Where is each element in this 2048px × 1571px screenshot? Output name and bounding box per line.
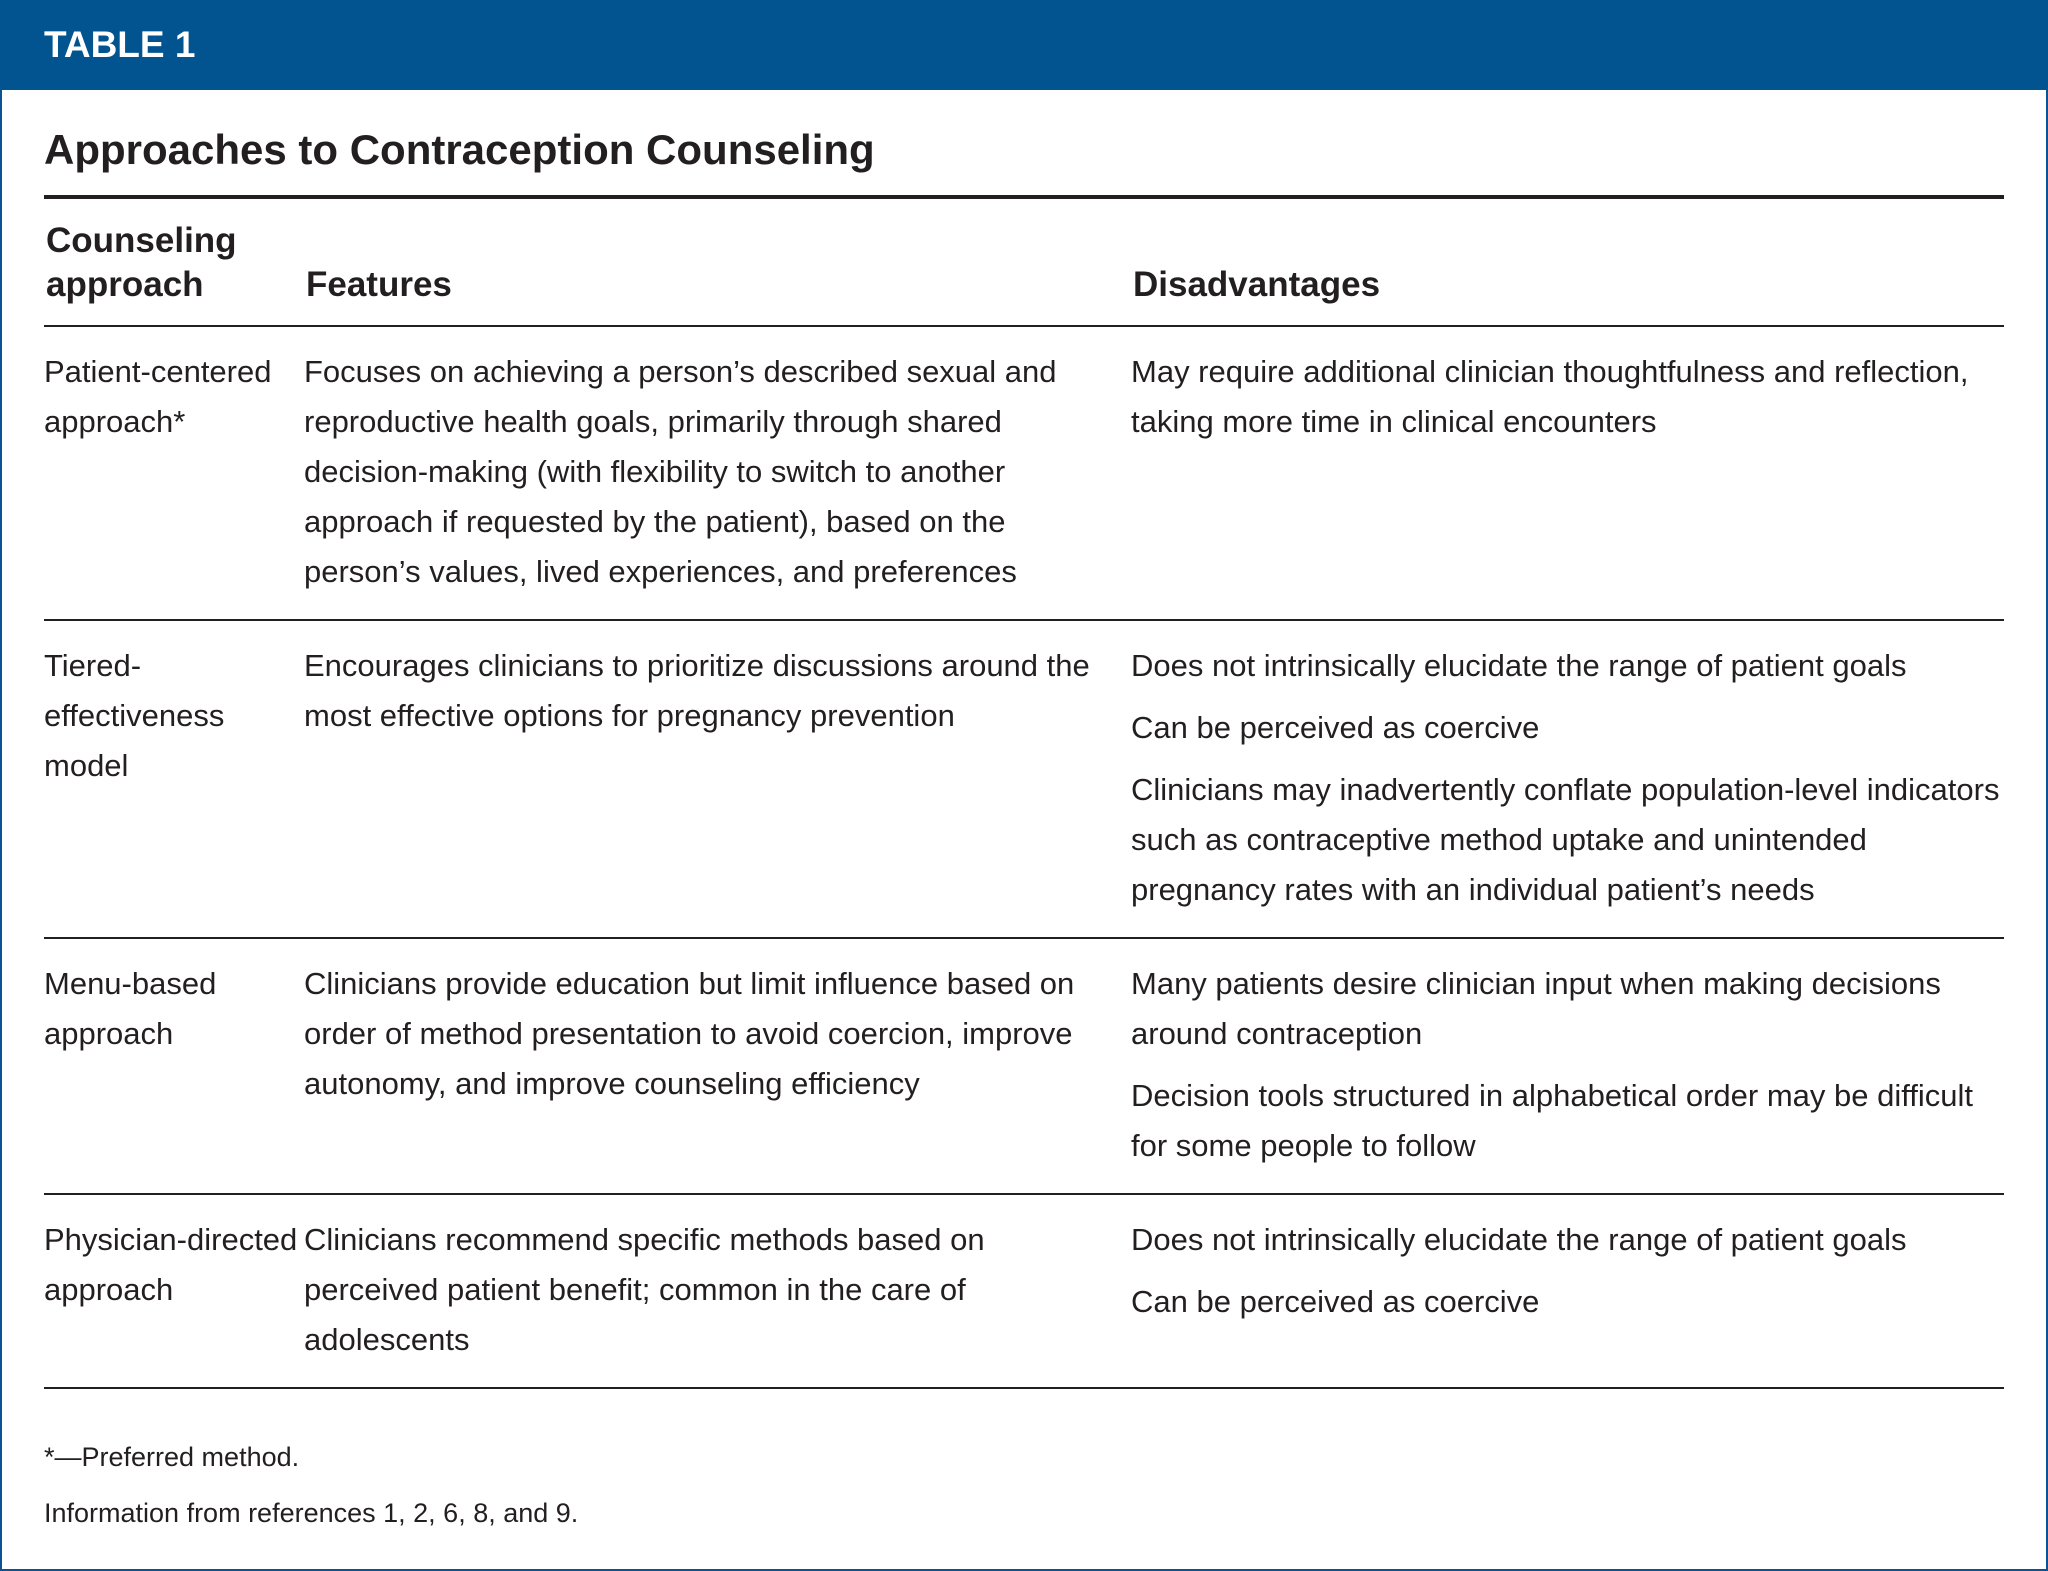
table-row: Menu-based approach Clinicians provide ed… bbox=[44, 938, 2004, 1195]
source-note: Information from references 1, 2, 6, 8, … bbox=[44, 1498, 579, 1528]
disadvantage-item: Decision tools structured in alphabetica… bbox=[1131, 1078, 1974, 1163]
counseling-table: Counseling approach Features Disadvantag… bbox=[44, 195, 2004, 1389]
table-row: Physician-directed approach Clinicians re… bbox=[44, 1194, 2004, 1389]
table-row: Patient-centered approach* Focuses on ach… bbox=[44, 326, 2004, 621]
disadvantages-cell: Many patients desire clinician input whe… bbox=[1131, 938, 2004, 1195]
features-cell: Focuses on achieving a person’s describe… bbox=[304, 326, 1131, 621]
disadvantage-item: Does not intrinsically elucidate the ran… bbox=[1131, 648, 1907, 683]
header-disadvantages: Disadvantages bbox=[1131, 195, 2004, 327]
header-approach: Counseling approach bbox=[44, 195, 304, 327]
approach-cell: Physician-directed approach bbox=[44, 1194, 304, 1389]
header-features: Features bbox=[304, 195, 1131, 327]
disadvantages-cell: Does not intrinsically elucidate the ran… bbox=[1131, 620, 2004, 939]
disadvantage-item: May require additional clinician thought… bbox=[1131, 354, 1969, 439]
disadvantage-item: Does not intrinsically elucidate the ran… bbox=[1131, 1222, 1907, 1257]
disadvantage-item: Many patients desire clinician input whe… bbox=[1131, 966, 1941, 1051]
disadvantages-cell: May require additional clinician thought… bbox=[1131, 326, 2004, 621]
approach-cell: Patient-centered approach* bbox=[44, 326, 304, 621]
approach-cell: Menu-based approach bbox=[44, 938, 304, 1195]
disadvantage-item: Clinicians may inadvertently conflate po… bbox=[1131, 772, 2000, 907]
disadvantage-item: Can be perceived as coercive bbox=[1131, 710, 1540, 745]
features-cell: Encourages clinicians to prioritize disc… bbox=[304, 620, 1131, 939]
table-row: Tiered-effectiveness model Encourages cli… bbox=[44, 620, 2004, 939]
disadvantage-item: Can be perceived as coercive bbox=[1131, 1284, 1540, 1319]
table-label-band: TABLE 1 bbox=[0, 0, 2048, 90]
approach-cell: Tiered-effectiveness model bbox=[44, 620, 304, 939]
features-cell: Clinicians recommend specific methods ba… bbox=[304, 1194, 1131, 1389]
table-label: TABLE 1 bbox=[44, 24, 196, 65]
disadvantages-cell: Does not intrinsically elucidate the ran… bbox=[1131, 1194, 2004, 1389]
table-title: Approaches to Contraception Counseling bbox=[44, 126, 875, 173]
footnote: *—Preferred method. bbox=[44, 1442, 300, 1472]
features-cell: Clinicians provide education but limit i… bbox=[304, 938, 1131, 1195]
